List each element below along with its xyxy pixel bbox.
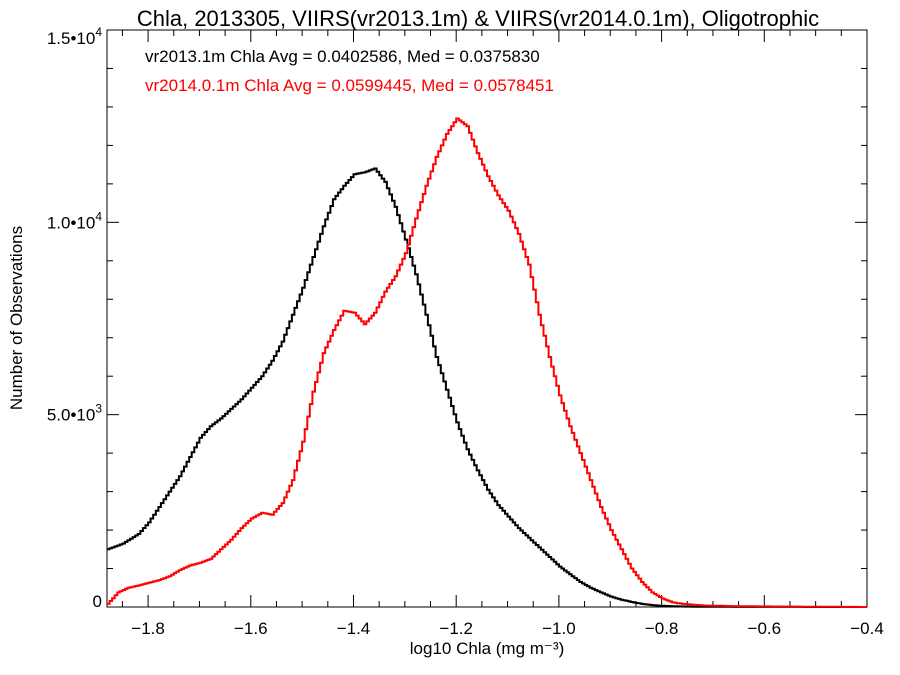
x-tick-label: −1.2 — [439, 619, 473, 638]
x-tick-label: −1.4 — [337, 619, 371, 638]
y-axis-label: Number of Observations — [7, 226, 26, 410]
series-vr2014-line — [107, 117, 867, 608]
series-vr2013-line — [107, 167, 867, 608]
y-tick-label: 0 — [93, 592, 102, 611]
y-tick-label: 1.0•104 — [47, 209, 103, 232]
x-tick-label: −0.4 — [850, 619, 884, 638]
x-axis-label: log10 Chla (mg m⁻³) — [410, 639, 564, 658]
annotation-series-1: vr2013.1m Chla Avg = 0.0402586, Med = 0.… — [145, 47, 540, 66]
y-tick-labels: 0 5.0•103 1.0•104 1.5•104 — [47, 25, 103, 611]
x-tick-label: −0.8 — [645, 619, 679, 638]
x-tick-label: −1.6 — [234, 619, 268, 638]
x-tick-label: −1.8 — [131, 619, 165, 638]
x-tick-label: −0.6 — [748, 619, 782, 638]
series-lines — [107, 117, 867, 608]
plot-frame — [106, 29, 868, 608]
y-tick-label: 5.0•103 — [47, 402, 103, 425]
chart-title: Chla, 2013305, VIIRS(vr2013.1m) & VIIRS(… — [137, 6, 819, 31]
x-tick-label: −1.0 — [542, 619, 576, 638]
annotation-series-2: vr2014.0.1m Chla Avg = 0.0599445, Med = … — [145, 76, 554, 95]
x-tick-labels: −1.8 −1.6 −1.4 −1.2 −1.0 −0.8 −0.6 −0.4 — [131, 619, 883, 638]
y-tick-label: 1.5•104 — [47, 25, 103, 48]
axis-ticks — [107, 29, 868, 608]
